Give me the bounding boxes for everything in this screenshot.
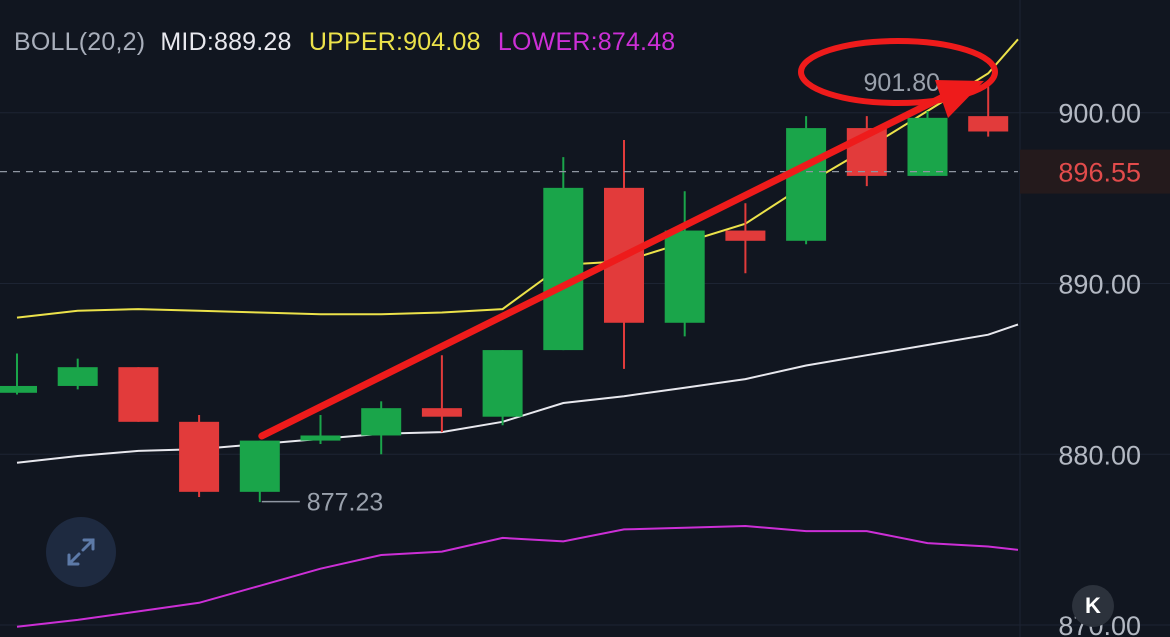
candle xyxy=(118,367,159,422)
k-button[interactable]: K xyxy=(1072,585,1114,627)
candle-body xyxy=(118,367,159,422)
boll-name: BOLL(20,2) xyxy=(14,28,146,56)
y-tick-label: 890.00 xyxy=(1058,269,1141,299)
y-tick-label: 900.00 xyxy=(1058,99,1141,129)
candle-body xyxy=(543,187,584,351)
candle-body xyxy=(0,385,37,393)
low-marker-label: 877.23 xyxy=(307,489,383,517)
candle xyxy=(786,116,827,245)
candle xyxy=(543,157,584,351)
last-price-label: 896.55 xyxy=(1058,158,1141,188)
candle xyxy=(57,358,98,390)
expand-arrows-icon xyxy=(67,538,95,566)
last-price-tag xyxy=(1020,149,1170,194)
y-tick-label: 880.00 xyxy=(1058,440,1141,470)
candle-body xyxy=(968,116,1009,132)
boll-upper-value: UPPER:904.08 xyxy=(308,28,481,56)
boll-mid-value: MID:889.28 xyxy=(160,28,292,56)
candle xyxy=(846,116,887,187)
candle xyxy=(239,440,280,503)
annotation-ellipse xyxy=(798,38,998,106)
candle-body xyxy=(361,408,402,436)
high-marker-label: 901.80 xyxy=(864,69,940,97)
candle xyxy=(179,414,220,497)
boll-legend: BOLL(20,2) MID:889.28 UPPER:904.08 LOWER… xyxy=(14,28,685,57)
candle xyxy=(361,401,402,455)
candle-body xyxy=(725,230,766,241)
boll-lower-value: LOWER:874.48 xyxy=(497,28,676,56)
candle xyxy=(968,81,1009,137)
candle-body xyxy=(664,230,705,323)
candle-body xyxy=(179,421,220,492)
boll-lower-line xyxy=(16,524,1019,628)
candle xyxy=(482,350,523,426)
candle-body xyxy=(239,440,280,492)
candle xyxy=(0,353,37,395)
candle xyxy=(725,203,766,274)
candle-body xyxy=(300,435,341,441)
candle-body xyxy=(482,350,523,417)
candle-body xyxy=(421,408,462,417)
annotation-arrow-line xyxy=(258,92,949,440)
candle-body xyxy=(57,367,98,386)
candle xyxy=(664,191,705,337)
candle-body xyxy=(786,128,827,241)
candle xyxy=(907,111,948,176)
candle-body xyxy=(907,117,948,176)
expand-button[interactable] xyxy=(46,517,116,587)
candle xyxy=(300,414,341,445)
candle xyxy=(421,355,462,433)
annotation-arrow-head xyxy=(935,80,984,118)
